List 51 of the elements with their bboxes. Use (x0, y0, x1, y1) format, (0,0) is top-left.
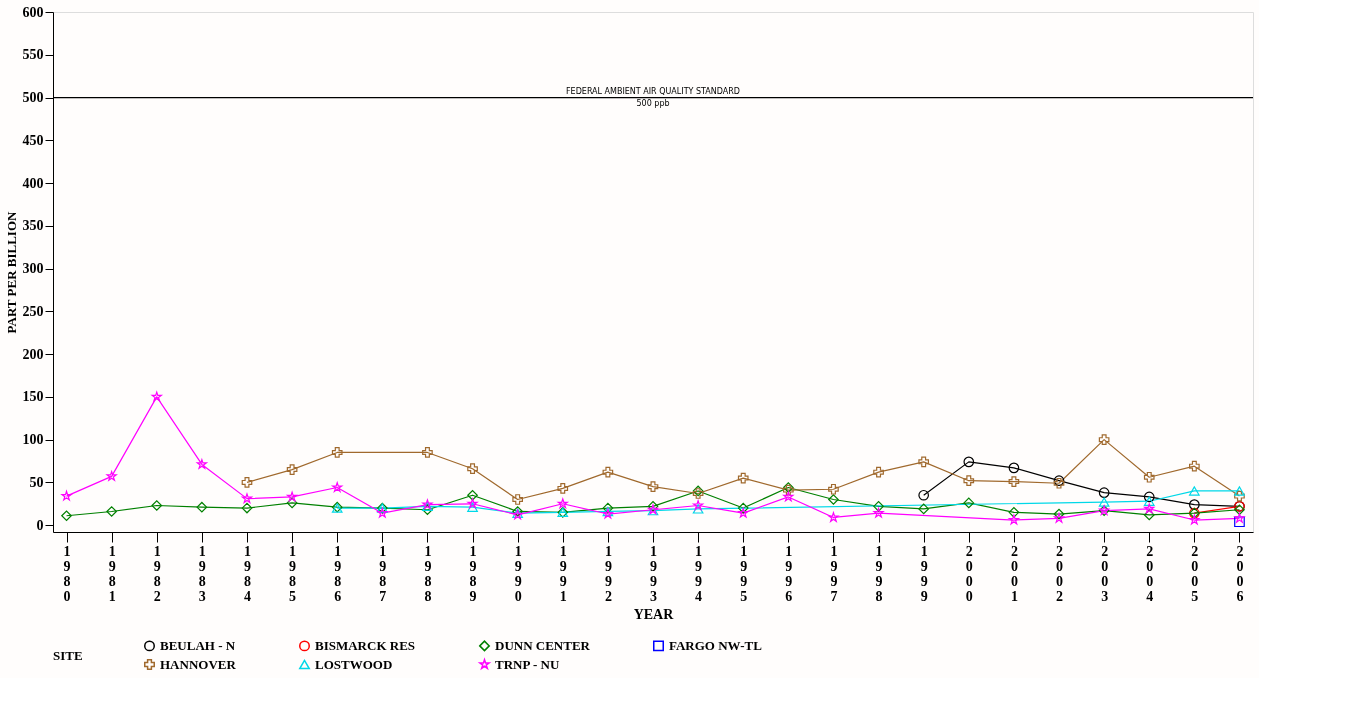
y-axis-title: PART PER BILLION (3, 210, 19, 334)
legend-title: SITE (53, 648, 83, 663)
x-tick-label: 1997 (830, 543, 838, 604)
x-tick-label: 2000 (965, 543, 973, 604)
y-tick-label: 500 (22, 90, 44, 106)
x-tick-label: 2003 (1101, 543, 1109, 604)
x-axis-title: YEAR (633, 606, 675, 622)
x-tick-label: 2002 (1056, 543, 1064, 604)
x-tick-label: 1982 (153, 543, 161, 604)
x-tick-label: 1981 (108, 543, 116, 604)
x-tick-label: 1989 (469, 543, 477, 604)
y-tick-label: 450 (22, 132, 44, 148)
y-tick-label: 300 (22, 261, 44, 277)
legend-label: HANNOVER (160, 656, 237, 672)
x-tick-label: 1990 (514, 543, 522, 604)
y-tick-label: 400 (22, 175, 44, 191)
x-tick-label: 1983 (198, 543, 206, 604)
x-tick-label: 1991 (559, 543, 567, 604)
y-tick-label: 50 (29, 474, 44, 490)
y-tick-label: 0 (36, 517, 44, 533)
y-tick-label: 150 (22, 389, 44, 405)
y-tick-label: 100 (22, 432, 44, 448)
y-tick-label: 600 (22, 4, 44, 20)
legend-label: TRNP - NU (495, 656, 560, 672)
x-tick-label: 1988 (424, 543, 432, 604)
x-tick-label: 1995 (740, 543, 748, 604)
legend-label: BEULAH - N (160, 637, 236, 653)
x-tick-label: 2004 (1146, 543, 1154, 604)
legend-label: BISMARCK RES (315, 637, 416, 653)
x-tick-label: 1986 (334, 543, 342, 604)
x-tick-label: 1992 (604, 543, 612, 604)
x-tick-label: 1987 (379, 543, 387, 604)
x-tick-label: 1999 (920, 543, 928, 604)
x-tick-label: 1993 (650, 543, 657, 604)
legend-label: LOSTWOOD (315, 656, 393, 672)
x-tick-label: 1985 (289, 543, 297, 604)
y-tick-label: 550 (22, 47, 44, 63)
x-tick-label: 1996 (785, 543, 793, 604)
legend-label: FARGO NW-TL (669, 637, 763, 653)
x-tick-label: 2006 (1236, 543, 1244, 604)
y-tick-label: 350 (22, 218, 44, 234)
x-tick-label: 2001 (1010, 543, 1018, 604)
x-tick-label: 1998 (875, 543, 883, 604)
x-tick-label: 1980 (63, 543, 71, 604)
x-tick-label: 1994 (695, 543, 703, 604)
legend-label: DUNN CENTER (495, 637, 591, 653)
x-tick-label: 1984 (243, 543, 251, 604)
x-tick-label: 2005 (1191, 543, 1199, 604)
y-tick-label: 250 (22, 303, 44, 319)
y-tick-label: 200 (22, 346, 44, 362)
ref-line-label: FEDERAL AMBIENT AIR QUALITY STANDARD 500 ppb (566, 86, 740, 108)
